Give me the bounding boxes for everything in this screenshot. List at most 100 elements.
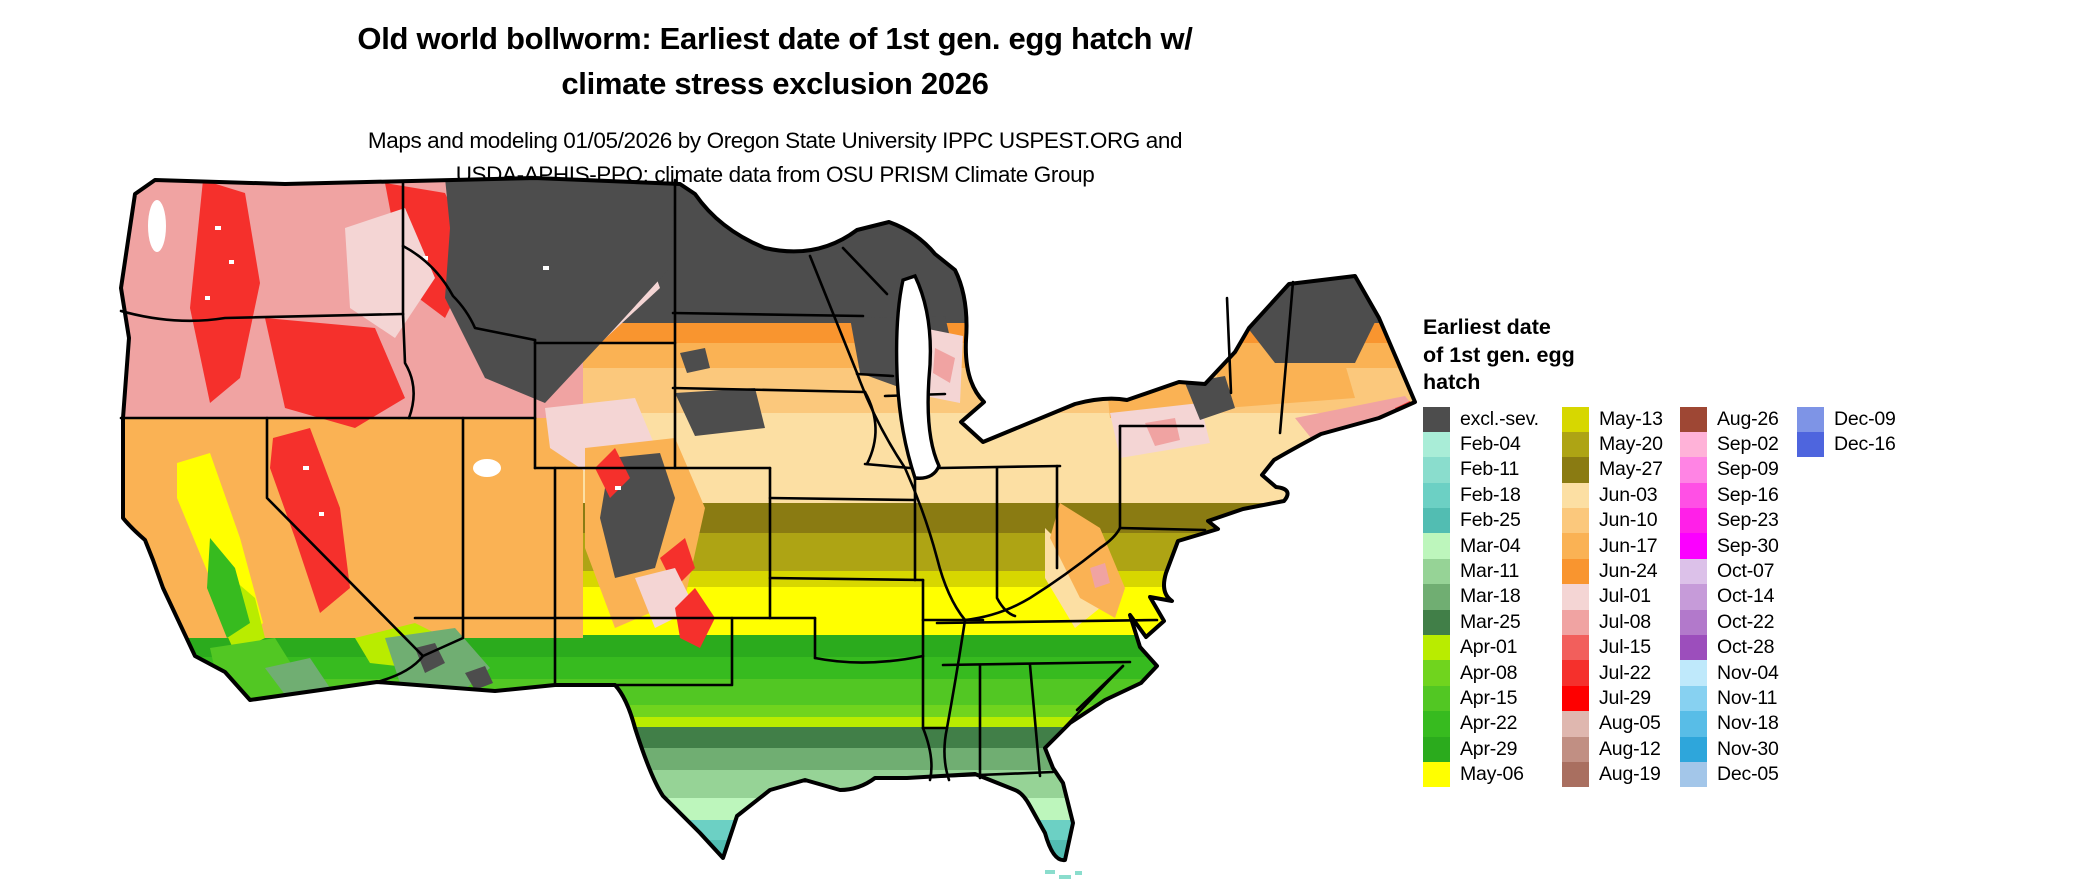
legend-column: excl.-sev. Feb-04 Feb-11 Feb-18 Feb-25 Mar-04…	[1423, 406, 1562, 788]
legend-row: Dec-05	[1680, 761, 1797, 788]
legend-label: Feb-18	[1460, 483, 1521, 506]
legend-row: Jul-01	[1562, 584, 1680, 610]
legend-swatch	[1562, 457, 1589, 483]
legend-label: Jul-08	[1599, 610, 1651, 633]
legend-row: Mar-25	[1423, 609, 1562, 636]
legend-label: Sep-16	[1717, 483, 1779, 506]
legend-swatch	[1423, 609, 1450, 636]
page-title-line2: climate stress exclusion 2026	[561, 66, 989, 101]
legend-swatch	[1423, 482, 1450, 509]
legend-label: Dec-16	[1834, 433, 1896, 456]
legend-swatch	[1680, 406, 1707, 432]
legend-label: Nov-18	[1717, 712, 1779, 735]
legend-row: Nov-04	[1680, 660, 1797, 686]
legend-swatch	[1423, 508, 1450, 534]
legend-swatch	[1423, 457, 1450, 483]
legend-label: Aug-05	[1599, 712, 1661, 735]
legend-swatch	[1562, 685, 1589, 712]
page-title-line1: Old world bollworm: Earliest date of 1st…	[357, 21, 1193, 56]
legend-row: excl.-sev.	[1423, 406, 1562, 432]
legend-swatch	[1423, 685, 1450, 712]
legend-columns: excl.-sev. Feb-04 Feb-11 Feb-18 Feb-25 Mar-04…	[1423, 406, 1896, 788]
legend-label: Oct-28	[1717, 636, 1775, 659]
legend-label: Mar-18	[1460, 585, 1521, 608]
legend-label: Nov-30	[1717, 737, 1779, 760]
legend-swatch	[1423, 431, 1450, 458]
legend-swatch	[1680, 431, 1707, 458]
legend-label: Mar-25	[1460, 610, 1521, 633]
legend-label: May-20	[1599, 433, 1663, 456]
legend-swatch	[1562, 635, 1589, 661]
state-borders	[119, 178, 1295, 782]
legend-label: Sep-23	[1717, 509, 1779, 532]
legend-row: Feb-04	[1423, 431, 1562, 458]
legend-label: Oct-14	[1717, 585, 1775, 608]
legend-row: Sep-30	[1680, 533, 1797, 559]
lake-michigan	[894, 273, 941, 480]
legend-label: Jul-29	[1599, 686, 1651, 709]
legend-swatch	[1562, 660, 1589, 686]
legend-row: Sep-09	[1680, 457, 1797, 483]
legend-row: Aug-26	[1680, 406, 1797, 432]
legend-label: Apr-08	[1460, 661, 1518, 684]
legend-row: Oct-28	[1680, 635, 1797, 661]
legend-swatch	[1423, 761, 1450, 788]
legend-row: Apr-29	[1423, 736, 1562, 762]
legend-swatch	[1680, 711, 1707, 737]
title-block: Old world bollworm: Earliest date of 1st…	[115, 16, 1435, 192]
legend-swatch	[1680, 457, 1707, 483]
page-subtitle: Maps and modeling 01/05/2026 by Oregon S…	[115, 124, 1435, 192]
legend-row: Apr-22	[1423, 711, 1562, 737]
legend-label: Feb-11	[1460, 458, 1520, 481]
legend-swatch	[1562, 508, 1589, 534]
legend-swatch	[1680, 761, 1707, 788]
legend-row: Apr-08	[1423, 660, 1562, 686]
legend-swatch	[1680, 558, 1707, 585]
legend-swatch	[1423, 558, 1450, 585]
legend-column: May-13 May-20 May-27 Jun-03 Jun-10 Jun-17 Jun-…	[1562, 406, 1680, 788]
legend-label: Oct-07	[1717, 560, 1775, 583]
legend-swatch	[1797, 431, 1824, 458]
legend-swatch	[1562, 736, 1589, 762]
legend-row: Mar-18	[1423, 584, 1562, 610]
legend-swatch	[1423, 736, 1450, 762]
legend-label: Nov-04	[1717, 661, 1779, 684]
legend-row: May-27	[1562, 457, 1680, 483]
legend-swatch	[1562, 533, 1589, 559]
legend-swatch	[1423, 711, 1450, 737]
legend-row: Aug-12	[1562, 736, 1680, 762]
legend-row: Jun-17	[1562, 533, 1680, 559]
legend-row: Aug-19	[1562, 761, 1680, 788]
legend-row: Dec-16	[1797, 431, 1896, 458]
legend-swatch	[1562, 761, 1589, 788]
legend-label: Jul-01	[1599, 585, 1651, 608]
legend-swatch	[1680, 508, 1707, 534]
legend-swatch	[1680, 736, 1707, 762]
legend-row: Apr-15	[1423, 685, 1562, 712]
legend-label: excl.-sev.	[1460, 407, 1539, 430]
legend-row: Sep-16	[1680, 482, 1797, 509]
legend-swatch	[1562, 558, 1589, 585]
legend-row: Jun-10	[1562, 508, 1680, 534]
legend-swatch	[1562, 431, 1589, 458]
legend-swatch	[1680, 660, 1707, 686]
legend-label: Dec-05	[1717, 763, 1779, 786]
legend-row: Jun-24	[1562, 558, 1680, 585]
map-raster	[121, 178, 1415, 861]
legend-swatch	[1562, 482, 1589, 509]
legend-row: Nov-18	[1680, 711, 1797, 737]
legend-row: Sep-23	[1680, 508, 1797, 534]
legend-row: May-13	[1562, 406, 1680, 432]
page-title: Old world bollworm: Earliest date of 1st…	[115, 16, 1435, 106]
legend-label: Jul-15	[1599, 636, 1651, 659]
legend-label: Jun-24	[1599, 560, 1658, 583]
legend-column: Dec-09 Dec-16	[1797, 406, 1896, 458]
legend-row: Oct-22	[1680, 609, 1797, 636]
legend-swatch	[1680, 533, 1707, 559]
legend-swatch	[1562, 584, 1589, 610]
legend-label: Sep-09	[1717, 458, 1779, 481]
legend-swatch	[1423, 635, 1450, 661]
legend-label: Aug-26	[1717, 407, 1779, 430]
legend-row: Jun-03	[1562, 482, 1680, 509]
legend-row: Jul-29	[1562, 685, 1680, 712]
